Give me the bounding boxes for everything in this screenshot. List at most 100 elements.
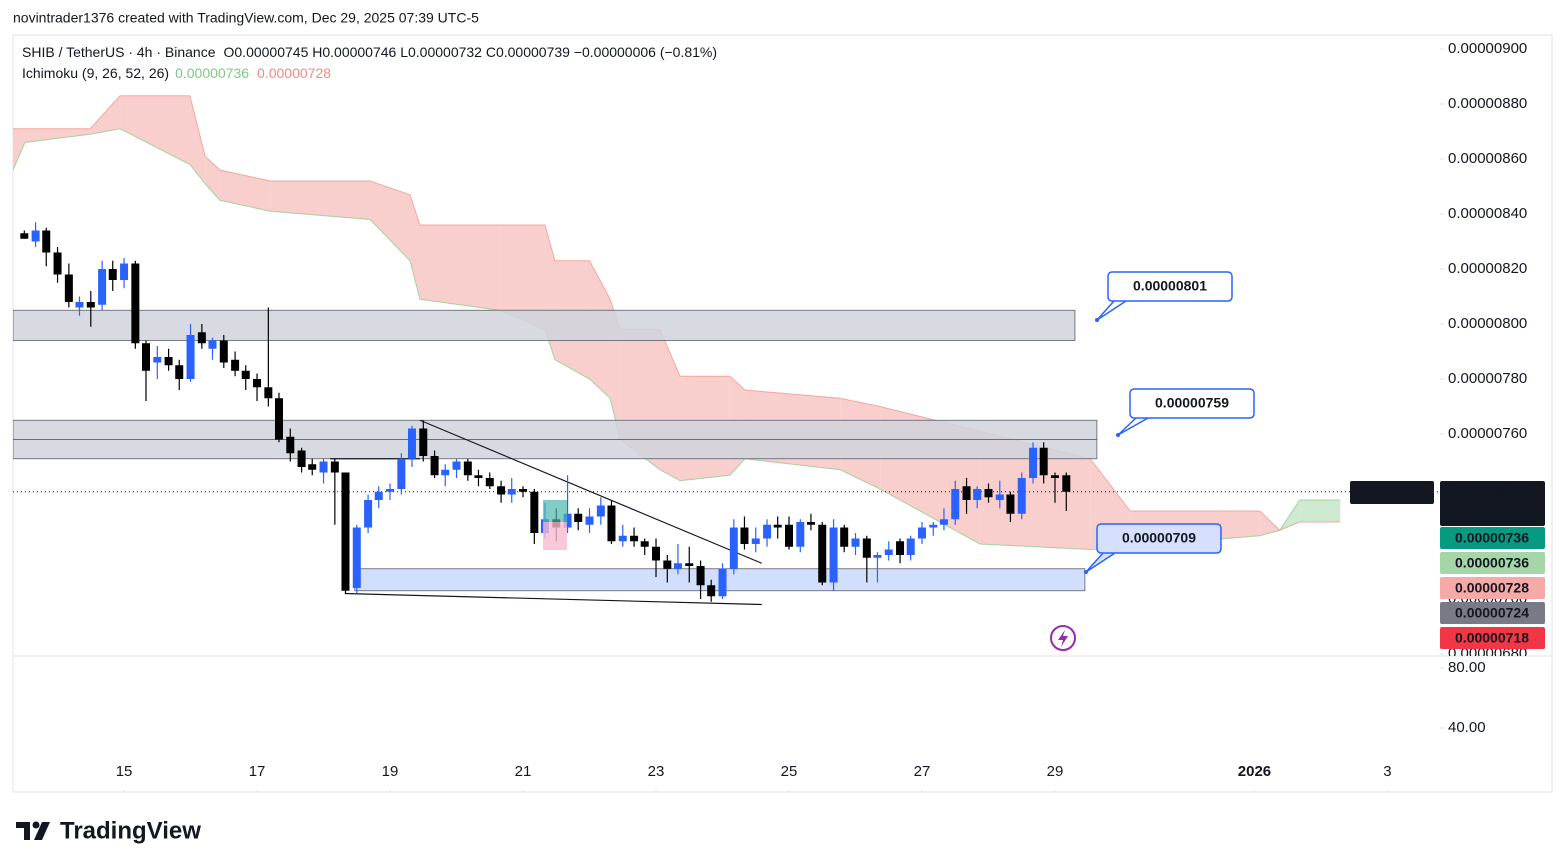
- candle-body: [120, 263, 129, 281]
- cloud-segment: [189, 95, 206, 184]
- x-tick-label: 19: [382, 763, 399, 780]
- candle-body: [219, 340, 228, 363]
- candle-body: [274, 398, 283, 440]
- candle-body: [397, 458, 406, 490]
- candle-body: [829, 527, 838, 583]
- y-tick-label: 0.00000780: [1448, 370, 1527, 387]
- price-tag: [1440, 577, 1545, 599]
- candle-body: [308, 464, 317, 470]
- y-tick-label: 0.00000800: [1448, 315, 1527, 332]
- x-tick-label: 2026: [1238, 763, 1271, 780]
- candle-body: [364, 500, 373, 528]
- trendline: [419, 419, 762, 564]
- candle-body: [286, 436, 295, 454]
- x-tick-label: 23: [648, 763, 665, 780]
- candle-body: [1017, 478, 1026, 514]
- candle-body: [441, 469, 450, 476]
- candle-body: [1062, 475, 1071, 492]
- candle-body: [740, 527, 749, 545]
- candle-body: [319, 461, 328, 473]
- y-tick-label: 0.00000820: [1448, 260, 1527, 277]
- candle-body: [530, 491, 539, 534]
- position-tool-profit: [543, 500, 567, 522]
- indicator: Ichimoku (9, 26, 52, 26): [22, 65, 169, 81]
- zone: [13, 419, 1098, 440]
- candle-body: [884, 549, 893, 556]
- candle-body: [806, 522, 815, 525]
- candle-body: [685, 563, 694, 567]
- x-tick-label: 17: [249, 763, 266, 780]
- candle-body: [973, 489, 982, 501]
- candle-body: [1006, 494, 1015, 514]
- lightning-icon: [1050, 625, 1076, 651]
- candle-body: [585, 516, 594, 525]
- cloud-segment: [1299, 500, 1341, 523]
- zone: [13, 309, 1076, 341]
- candle-body: [131, 263, 140, 344]
- candle-body: [785, 524, 794, 547]
- candle-body: [896, 541, 905, 556]
- legend-symbol: SHIB / TetherUS · 4h · Binance O0.0000074…: [22, 44, 717, 60]
- candle-body: [519, 489, 528, 492]
- y-tick-label: 0.00000900: [1448, 40, 1527, 57]
- callout-label: 0.00000759: [1155, 395, 1229, 411]
- candle-body: [352, 527, 361, 589]
- candle-body: [729, 527, 738, 569]
- cloud-segment: [270, 181, 371, 220]
- price-tag-label: 0.00000736: [1455, 555, 1529, 571]
- countdown: 03:20:11: [1464, 505, 1519, 521]
- callout-box: [1107, 271, 1233, 302]
- candle-body: [485, 478, 494, 487]
- candle-body: [840, 527, 849, 547]
- candle-body: [984, 489, 993, 498]
- ohlc: O0.00000745 H0.00000746 L0.00000732 C0.0…: [224, 44, 718, 60]
- price-tag-label: 0.00000718: [1455, 630, 1529, 646]
- candle-body: [164, 357, 173, 366]
- y-tick-label: 0.00000860: [1448, 150, 1527, 167]
- x-tick-label: 3: [1383, 763, 1391, 780]
- candle-body: [141, 343, 150, 371]
- candle-body: [98, 269, 107, 305]
- price-tag-label: 0.00000736: [1455, 530, 1529, 546]
- candle-body: [374, 491, 383, 501]
- candle-body: [108, 269, 117, 281]
- price-tag: [1440, 552, 1545, 574]
- candle-body: [507, 489, 516, 495]
- candle-body: [951, 489, 960, 520]
- candle-body: [640, 541, 649, 547]
- candle-body: [197, 332, 206, 344]
- x-tick-label: 27: [914, 763, 931, 780]
- candle-body: [497, 486, 506, 495]
- candle-body: [75, 302, 84, 308]
- cloud-segment: [370, 181, 410, 261]
- candle-body: [751, 538, 760, 545]
- candle-body: [607, 505, 616, 542]
- cloud-segment: [13, 128, 25, 171]
- candle-body: [851, 538, 860, 547]
- x-tick-label: 21: [515, 763, 532, 780]
- span-b-value: 0.00000728: [257, 65, 331, 81]
- callout-anchor: [1084, 570, 1088, 574]
- span-b-line: [13, 95, 1341, 531]
- cloud-segment: [1259, 511, 1280, 536]
- candle-body: [563, 513, 572, 528]
- cloud-segment: [205, 156, 220, 201]
- candle-body: [618, 535, 627, 542]
- candle-body: [718, 568, 727, 597]
- candle-body: [42, 230, 51, 253]
- x-tick-label: 29: [1047, 763, 1064, 780]
- x-tick-label: 15: [116, 763, 133, 780]
- candle-body: [596, 505, 605, 517]
- price-tag: [1440, 527, 1545, 549]
- candle-body: [253, 379, 262, 388]
- candle-body: [31, 230, 40, 242]
- callout-label: 0.00000801: [1133, 278, 1207, 294]
- callout-anchor: [1116, 433, 1120, 437]
- legend-indicator: Ichimoku (9, 26, 52, 26) 0.00000736 0.0000…: [22, 65, 331, 81]
- candle-body: [153, 357, 162, 363]
- candle-body: [796, 522, 805, 547]
- y-tick-label: 0.00000680: [1448, 645, 1527, 662]
- last-price: 0.00000739: [1455, 484, 1529, 500]
- brand: TradingView: [60, 817, 201, 844]
